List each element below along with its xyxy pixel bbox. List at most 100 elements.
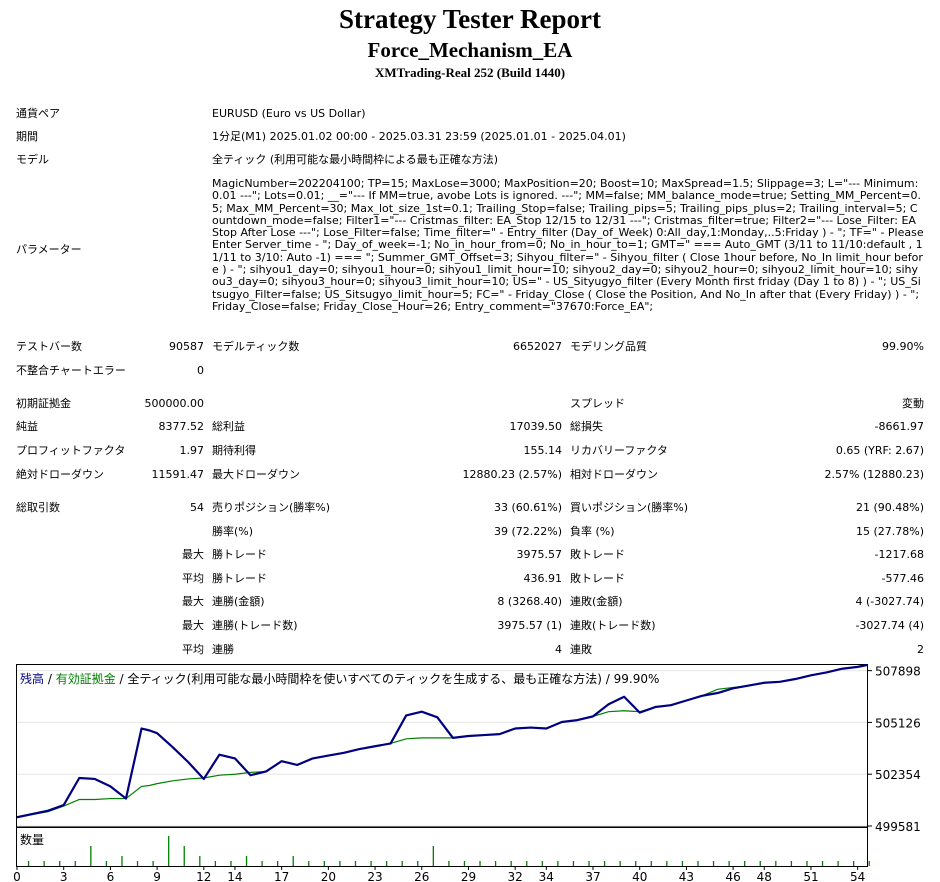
bars-value: 90587 (169, 340, 204, 353)
pf-label: プロフィットファクタ (16, 444, 126, 457)
x-tick-label: 29 (461, 870, 476, 882)
period-label: 期間 (16, 130, 38, 143)
total-label: 総取引数 (16, 501, 60, 514)
consec-loss-amt-value: 4 (-3027.74) (855, 595, 924, 608)
volume-bars (27, 836, 870, 866)
expected-label: 期待利得 (212, 444, 256, 457)
avg-loss-value: -577.46 (881, 572, 924, 585)
consec-win-amt-value: 8 (3268.40) (497, 595, 562, 608)
volume-frame (16, 827, 868, 867)
long-value: 21 (90.48%) (855, 501, 924, 514)
server-name: XMTrading-Real 252 (Build 1440) (374, 65, 566, 80)
x-tick-label: 43 (679, 870, 694, 882)
max-loss-label: 敗トレード (570, 548, 625, 561)
legend-sep: / (116, 672, 128, 686)
y-tick-label: 505126 (875, 716, 921, 730)
consec-loss-label: 連敗 (570, 643, 592, 656)
consec-win-value: 4 (555, 643, 562, 656)
x-tick-label: 54 (850, 870, 865, 882)
deposit-value: 500000.00 (144, 397, 205, 410)
quality-value: 99.90% (882, 340, 924, 353)
pf-value: 1.97 (179, 444, 205, 457)
y-tick-label: 502354 (875, 768, 921, 782)
net-value: 8377.52 (158, 420, 205, 433)
mismatch-label: 不整合チャートエラー (16, 364, 126, 377)
gross-loss-label: 総損失 (570, 420, 603, 433)
x-tick-label: 32 (508, 870, 523, 882)
spread-label: スプレッド (570, 397, 625, 410)
x-tick-label: 12 (196, 870, 211, 882)
spread-value: 変動 (902, 397, 924, 410)
abs-dd-label: 絶対ドローダウン (16, 468, 104, 481)
gross-profit-value: 17039.50 (509, 420, 563, 433)
lossrate-value: 15 (27.78%) (855, 525, 924, 538)
report-title: Strategy Tester Report (339, 4, 601, 34)
y-tick-label: 507898 (875, 665, 921, 679)
winrate-label: 勝率(%) (212, 525, 254, 538)
x-tick-label: 14 (227, 870, 242, 882)
net-label: 純益 (16, 420, 38, 433)
x-tick-label: 6 (107, 870, 115, 882)
x-tick-label: 3 (60, 870, 68, 882)
gross-profit-label: 総利益 (212, 420, 245, 433)
ea-name: Force_Mechanism_EA (367, 38, 573, 62)
legend-equity: 有効証拠金 (56, 671, 116, 686)
consec-win-cnt-label: 連勝(トレード数) (212, 619, 298, 632)
winrate-value: 39 (72.22%) (493, 525, 562, 538)
ticks-label: モデルティック数 (212, 340, 300, 353)
series-lines (16, 664, 868, 819)
x-tick-label: 23 (367, 870, 382, 882)
ticks-value: 6652027 (513, 340, 562, 353)
max-word: 最大 (182, 595, 204, 608)
deposit-label: 初期証拠金 (16, 397, 71, 410)
symbol-value: EURUSD (Euro vs US Dollar) (212, 107, 366, 120)
x-axis: 0 3 6 9 12 14 17 20 23 26 29 32 34 37 40 43 46 48 51 54 (13, 866, 865, 882)
model-value: 全ティック (利用可能な最小時間枠による最も正確な方法) (212, 153, 499, 166)
short-label: 売りポジション(勝率%) (212, 501, 331, 514)
volume-label: 数量 (20, 832, 44, 847)
params-value: MagicNumber=202204100; TP=15; MaxLose=30… (212, 177, 924, 313)
total-value: 54 (190, 501, 204, 514)
balance-line (16, 664, 868, 819)
x-tick-label: 9 (153, 870, 161, 882)
max-win-label: 勝トレード (212, 548, 267, 561)
rel-dd-value: 2.57% (12880.23) (824, 468, 924, 481)
avg-word: 平均 (182, 572, 204, 585)
avg-word: 平均 (182, 643, 204, 656)
lossrate-label: 負率 (%) (570, 525, 615, 538)
chart-frame (16, 664, 868, 827)
period-value: 1分足(M1) 2025.01.02 00:00 - 2025.03.31 23… (212, 130, 626, 143)
consec-win-amt-label: 連勝(金額) (212, 595, 265, 608)
y-tick-label: 499581 (875, 820, 921, 834)
consec-win-label: 連勝 (212, 643, 234, 656)
equity-line (16, 664, 868, 818)
avg-win-label: 勝トレード (212, 572, 267, 585)
quality-label: モデリング品質 (570, 340, 647, 353)
max-win-value: 3975.57 (516, 548, 563, 561)
avg-win-value: 436.91 (523, 572, 563, 585)
consec-loss-value: 2 (917, 643, 924, 656)
consec-loss-amt-label: 連敗(金額) (570, 595, 623, 608)
consec-win-cnt-value: 3975.57 (1) (497, 619, 562, 632)
params-label: パラメーター (16, 243, 82, 256)
max-dd-value: 12880.23 (2.57%) (462, 468, 562, 481)
max-word: 最大 (182, 619, 204, 632)
max-loss-value: -1217.68 (874, 548, 924, 561)
max-word: 最大 (182, 548, 204, 561)
x-tick-label: 48 (757, 870, 772, 882)
avg-loss-label: 敗トレード (570, 572, 625, 585)
x-tick-label: 0 (13, 870, 21, 882)
consec-loss-cnt-label: 連敗(トレード数) (570, 619, 656, 632)
balance-chart: 499581 502354 505126 507898 0 3 6 9 12 14 17 20 23 2… (13, 664, 921, 882)
bars-label: テストバー数 (16, 340, 82, 353)
abs-dd-value: 11591.47 (151, 468, 205, 481)
x-tick-label: 37 (585, 870, 600, 882)
x-tick-label: 40 (632, 870, 647, 882)
gross-loss-value: -8661.97 (874, 420, 924, 433)
x-tick-label: 17 (274, 870, 289, 882)
x-tick-label: 34 (539, 870, 554, 882)
legend-sep: / (44, 672, 56, 686)
symbol-label: 通貨ペア (16, 107, 60, 120)
expected-value: 155.14 (523, 444, 563, 457)
x-tick-label: 46 (725, 870, 740, 882)
